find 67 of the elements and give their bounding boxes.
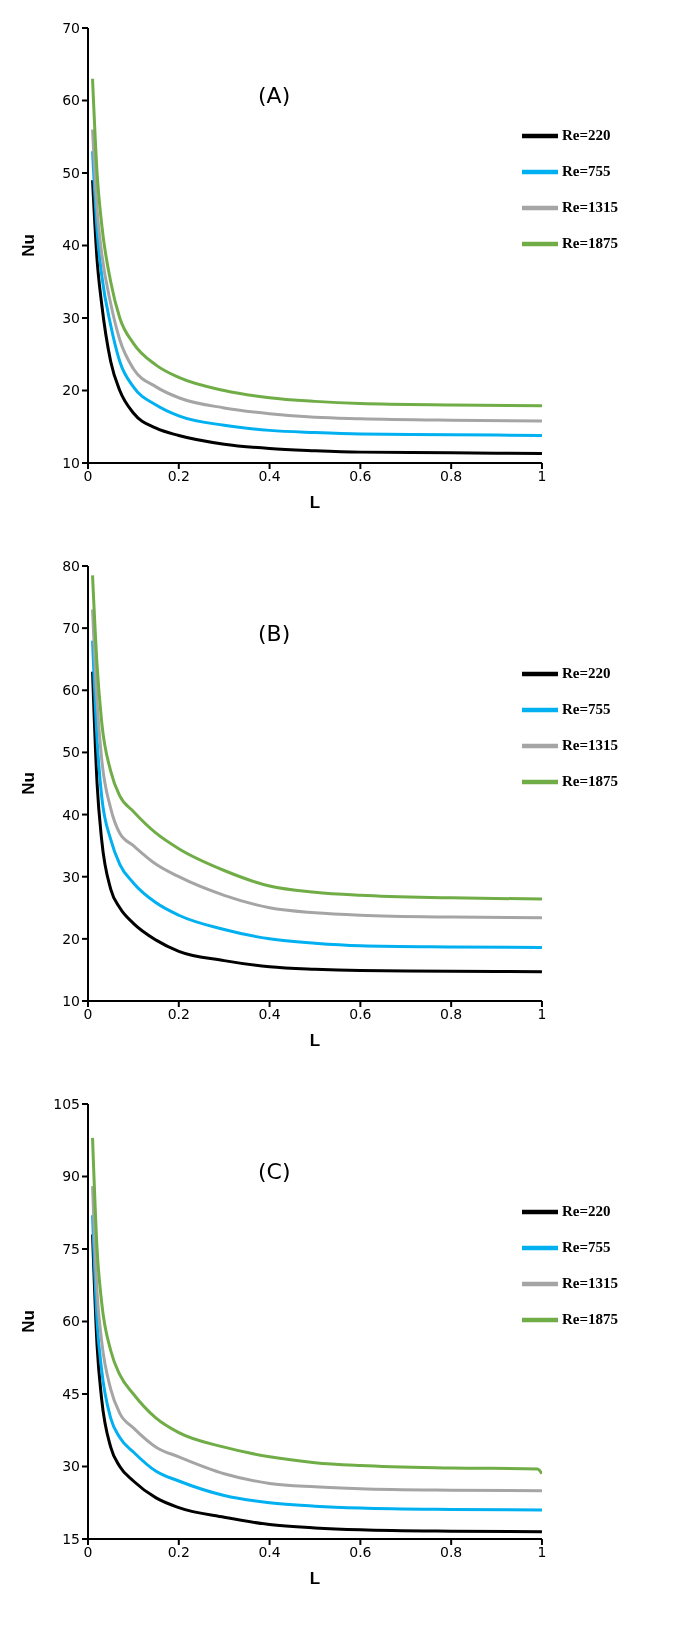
y-tick-label: 30	[62, 868, 80, 885]
legend-label: Re=220	[561, 664, 611, 681]
x-tick-label: 1	[537, 467, 547, 484]
y-tick-label: 75	[62, 1240, 80, 1257]
x-tick-label: 0.6	[349, 467, 372, 484]
annotation: (C)	[258, 1159, 291, 1184]
y-tick-label: 15	[62, 1530, 80, 1547]
y-tick-label: 90	[62, 1168, 80, 1185]
legend-label: Re=1875	[561, 234, 618, 251]
line-series	[91, 178, 542, 456]
x-axis-title: L	[309, 493, 321, 512]
legend-label: Re=220	[561, 1202, 611, 1219]
y-tick-label: 20	[62, 382, 80, 399]
x-tick-label: 0.8	[440, 1543, 463, 1560]
y-tick-label: 70	[62, 19, 80, 36]
x-axis-title: L	[309, 1031, 321, 1050]
y-tick-label: 20	[62, 930, 80, 947]
y-axis-title: Nu	[19, 772, 39, 795]
legend-label: Re=755	[561, 162, 611, 179]
y-tick-label: 60	[62, 1313, 80, 1330]
legend-label: Re=755	[561, 700, 611, 717]
line-series	[91, 608, 542, 920]
legend-label: Re=1315	[561, 198, 618, 215]
y-tick-label: 60	[62, 682, 80, 699]
y-tick-label: 10	[62, 992, 80, 1009]
x-axis-title: L	[309, 1569, 321, 1588]
y-tick-label: 30	[62, 309, 80, 326]
x-tick-label: 0.8	[440, 1005, 463, 1022]
y-axis-title: Nu	[19, 1310, 39, 1333]
legend-label: Re=1875	[561, 1310, 618, 1327]
annotation: (B)	[258, 621, 291, 646]
x-tick-label: 0.4	[258, 1543, 281, 1560]
x-tick-label: 0.2	[167, 467, 190, 484]
y-tick-label: 45	[62, 1385, 80, 1402]
line-series	[91, 670, 542, 974]
x-tick-label: 0.2	[167, 1005, 190, 1022]
legend-label: Re=755	[561, 1238, 611, 1255]
x-tick-label: 0.4	[258, 467, 281, 484]
x-tick-label: 0.8	[440, 467, 463, 484]
y-tick-label: 50	[62, 164, 80, 181]
x-tick-label: 0	[83, 1543, 93, 1560]
y-tick-label: 10	[62, 454, 80, 471]
legend-label: Re=1315	[561, 736, 618, 753]
y-tick-label: 60	[62, 92, 80, 109]
legend-label: Re=220	[561, 126, 611, 143]
x-tick-label: 0.6	[349, 1005, 372, 1022]
y-tick-label: 50	[62, 744, 80, 761]
y-tick-label: 80	[62, 557, 80, 574]
line-series	[91, 1136, 542, 1476]
x-tick-label: 1	[537, 1543, 547, 1560]
x-tick-label: 1	[537, 1005, 547, 1022]
y-tick-label: 30	[62, 1458, 80, 1475]
y-tick-label: 70	[62, 620, 80, 637]
x-tick-label: 0.2	[167, 1543, 190, 1560]
y-tick-label: 40	[62, 806, 80, 823]
y-axis-title: Nu	[19, 234, 39, 257]
y-tick-label: 105	[53, 1095, 80, 1112]
line-series	[91, 573, 542, 901]
x-tick-label: 0.4	[258, 1005, 281, 1022]
line-series	[91, 77, 542, 408]
x-tick-label: 0	[83, 1005, 93, 1022]
annotation: (A)	[258, 83, 291, 108]
legend-label: Re=1875	[561, 772, 618, 789]
y-tick-label: 40	[62, 237, 80, 254]
x-tick-label: 0	[83, 467, 93, 484]
legend-label: Re=1315	[561, 1274, 618, 1291]
x-tick-label: 0.6	[349, 1543, 372, 1560]
